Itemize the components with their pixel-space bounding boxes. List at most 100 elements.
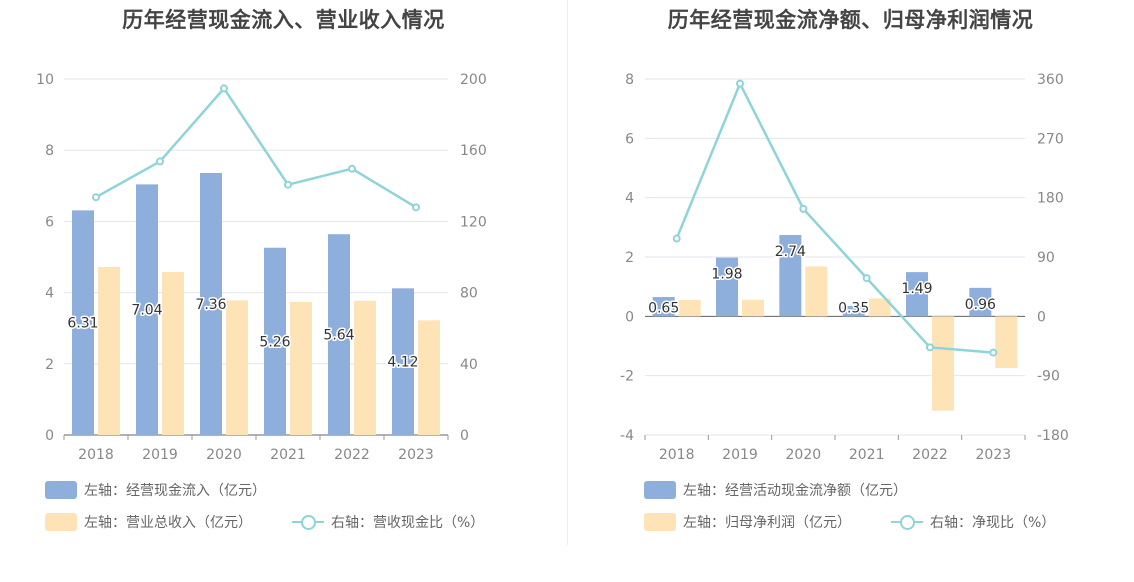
- bar-value-label: 7.36: [195, 297, 226, 313]
- legend-item-net-profit[interactable]: 左轴：归母净利润（亿元）: [644, 512, 851, 532]
- x-tick-label: 2023: [398, 447, 434, 463]
- chart-title: 历年经营现金流净额、归母净利润情况: [667, 8, 1034, 32]
- x-tick-label: 2022: [334, 447, 370, 463]
- x-tick-label: 2021: [270, 447, 306, 463]
- legend-item-cash-revenue-ratio[interactable]: 右轴：营收现金比（%）: [292, 512, 484, 532]
- bar-value-label: 0.65: [648, 300, 679, 316]
- panel-divider: [567, 0, 568, 545]
- bar: [969, 287, 992, 317]
- bar: [805, 266, 828, 317]
- y-right-tick-label: 40: [460, 357, 478, 373]
- y-left-tick-label: 2: [45, 357, 54, 373]
- line-point: [799, 204, 808, 213]
- bar-value-label: 4.12: [387, 355, 418, 371]
- bar: [418, 320, 440, 435]
- legend-label: 左轴：归母净利润（亿元）: [683, 515, 851, 531]
- y-right-tick-label: 160: [460, 143, 487, 159]
- line-point: [220, 84, 228, 93]
- bar: [226, 300, 248, 435]
- bar-value-label: 6.31: [67, 316, 98, 332]
- legend-item-cash-inflow[interactable]: 左轴：经营现金流入（亿元）: [45, 480, 266, 500]
- y-right-tick-label: 270: [1037, 131, 1064, 147]
- y-right-tick-label: 90: [1037, 250, 1055, 266]
- legend-label: 右轴：营收现金比（%）: [331, 515, 485, 531]
- bar-value-label: 0.35: [838, 300, 869, 316]
- bar: [354, 300, 376, 435]
- bar: [678, 300, 701, 317]
- line-point: [989, 348, 998, 357]
- bar-value-label: 7.04: [131, 303, 162, 319]
- x-tick-label: 2018: [659, 447, 695, 463]
- y-left-tick-label: 4: [45, 286, 54, 302]
- legend-item-net-cash-ratio[interactable]: 右轴：净现比（%）: [891, 512, 1055, 532]
- y-left-tick-label: 0: [45, 428, 54, 444]
- chart-panel-cash-inflow: 历年经营现金流入、营业收入情况 0 0 2 40 4 80 6 120 8 160 10 200 201…: [36, 8, 487, 532]
- bar: [842, 305, 865, 317]
- y-right-tick-label: 0: [460, 428, 469, 444]
- bar-value-label: 1.49: [901, 281, 932, 297]
- cash-inflow-revenue-chart: 0 0 2 40 4 80 6 120 8 160 10 200 2018 2019 2020 2021 202…: [36, 72, 487, 463]
- legend-line-marker-icon: [292, 513, 324, 531]
- x-tick-label: 2020: [206, 447, 242, 463]
- line-point: [862, 274, 871, 283]
- bar-value-label: 5.26: [259, 334, 290, 350]
- line-point: [736, 79, 744, 88]
- bar-value-label: 0.96: [965, 297, 996, 313]
- x-tick-label: 2020: [786, 447, 822, 463]
- bar: [779, 235, 802, 317]
- chart-title: 历年经营现金流入、营业收入情况: [122, 8, 445, 32]
- ratio-line: [95, 86, 417, 209]
- bar: [264, 247, 286, 435]
- x-tick-label: 2018: [78, 447, 114, 463]
- line-point: [926, 343, 934, 352]
- line-point: [284, 180, 292, 189]
- legend-swatch-yellow: [644, 513, 676, 531]
- y-left-tick-label: 2: [625, 250, 634, 266]
- bar: [200, 172, 222, 435]
- y-left-tick-label: 8: [45, 143, 54, 159]
- y-left-tick-label: 4: [625, 191, 634, 207]
- bar: [906, 272, 928, 317]
- line-point: [156, 157, 164, 166]
- bar: [932, 316, 954, 411]
- x-tick-label: 2022: [912, 447, 948, 463]
- line-point: [348, 164, 356, 173]
- chart-panel-net-cash: 历年经营现金流净额、归母净利润情况 -4 -180 -2 -90 0 0 2 90 4 180 6 2…: [567, 0, 1134, 582]
- bar: [716, 257, 738, 317]
- x-tick-label: 2019: [142, 447, 178, 463]
- legend-item-net-operating-cash[interactable]: 左轴：经营活动现金流净额（亿元）: [644, 480, 907, 500]
- legend-label: 左轴：经营活动现金流净额（亿元）: [683, 483, 907, 499]
- ratio-line: [675, 80, 994, 354]
- line-point: [412, 203, 420, 212]
- y-right-tick-label: 120: [460, 214, 487, 230]
- x-tick-label: 2021: [849, 447, 885, 463]
- bar: [995, 316, 1018, 368]
- bar: [290, 301, 312, 435]
- legend-swatch-blue: [45, 481, 77, 499]
- bar-value-label: 5.64: [323, 328, 354, 344]
- line-point: [92, 193, 100, 202]
- legend-line-marker-icon: [891, 513, 923, 531]
- legend-label: 左轴：经营现金流入（亿元）: [84, 483, 266, 499]
- y-left-tick-label: 0: [625, 309, 634, 325]
- x-tick-label: 2023: [976, 447, 1012, 463]
- bar: [868, 298, 891, 317]
- net-cash-profit-chart: -4 -180 -2 -90 0 0 2 90 4 180 6 270 8 360 2018 2019 2020…: [620, 72, 1069, 463]
- y-right-tick-label: 0: [1037, 309, 1046, 325]
- bar: [98, 266, 120, 435]
- legend-label: 右轴：净现比（%）: [930, 515, 1056, 531]
- bar: [162, 271, 184, 435]
- y-right-tick-label: 200: [460, 72, 487, 88]
- y-right-tick-label: 360: [1037, 72, 1064, 88]
- y-right-tick-label: 180: [1037, 191, 1064, 207]
- y-left-tick-label: 6: [45, 214, 54, 230]
- legend-swatch-yellow: [45, 513, 77, 531]
- line-point: [672, 234, 681, 243]
- x-tick-label: 2019: [722, 447, 758, 463]
- bar: [392, 288, 414, 435]
- y-right-tick-label: -90: [1037, 369, 1060, 385]
- bar-value-label: 1.98: [711, 267, 742, 283]
- legend-item-revenue[interactable]: 左轴：营业总收入（亿元）: [45, 512, 252, 532]
- bar: [136, 184, 158, 435]
- y-right-tick-label: -180: [1037, 428, 1069, 444]
